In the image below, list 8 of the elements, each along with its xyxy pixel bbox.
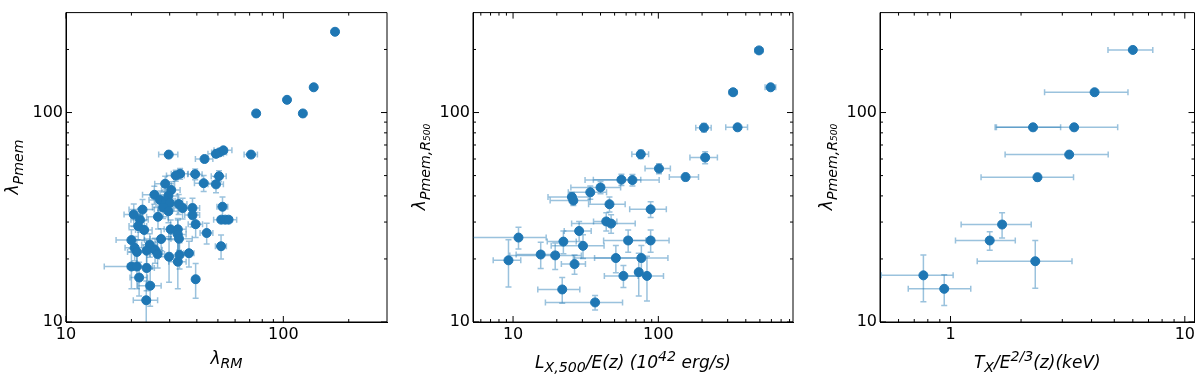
x-tick-label: 100 (268, 323, 299, 343)
x-tick-label: 1 (945, 323, 956, 343)
x-tick-label: 10 (502, 323, 524, 343)
x-axis-title: L$_{X,500}$/E(z) (10$^{42}$ erg/s) (535, 348, 731, 376)
x-axis-title: λ$_{RM}$ (210, 348, 243, 372)
x-tick-label: 100 (643, 323, 674, 343)
x-tick-label: 10 (1174, 323, 1195, 343)
x-axis-title: T$_{X}$/E$^{2/3}$(z)(keV) (973, 348, 1101, 376)
